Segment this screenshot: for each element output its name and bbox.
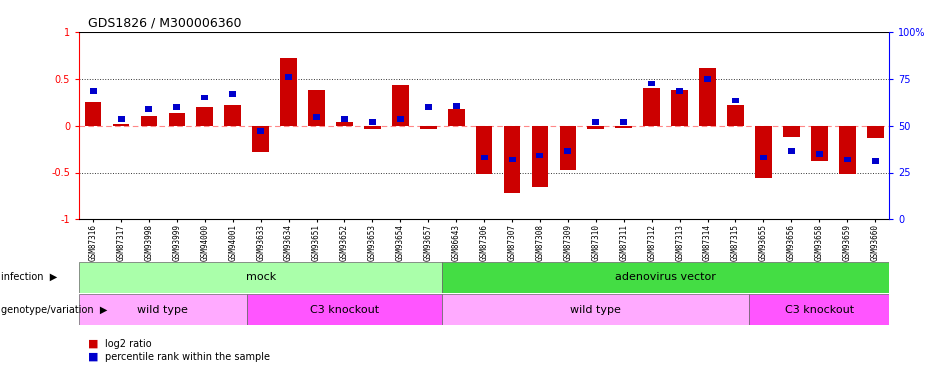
Bar [247, 294, 442, 325]
Bar [704, 76, 711, 82]
Bar [788, 148, 795, 154]
Text: wild type: wild type [571, 305, 621, 315]
Bar [79, 294, 247, 325]
Text: infection  ▶: infection ▶ [1, 272, 57, 282]
Bar [113, 124, 129, 126]
Bar [280, 58, 297, 126]
Bar [643, 88, 660, 126]
Bar [676, 88, 683, 94]
Bar [783, 126, 800, 137]
Bar [145, 106, 153, 112]
Bar [369, 119, 376, 124]
Bar [732, 98, 739, 103]
Bar [229, 91, 236, 97]
Bar [816, 151, 823, 157]
Text: percentile rank within the sample: percentile rank within the sample [105, 352, 270, 362]
Bar [452, 103, 460, 109]
Text: adenovirus vector: adenovirus vector [615, 272, 716, 282]
Text: ■: ■ [88, 339, 99, 349]
Bar [257, 128, 264, 134]
Bar [536, 153, 544, 158]
Bar [755, 126, 772, 178]
Bar [341, 116, 348, 122]
Bar [587, 126, 604, 129]
Text: wild type: wild type [138, 305, 188, 315]
Bar [560, 126, 576, 170]
Bar [169, 113, 185, 126]
Bar [867, 126, 884, 138]
Text: ■: ■ [88, 352, 99, 362]
Bar [85, 102, 101, 126]
Bar [620, 119, 627, 124]
Bar [224, 105, 241, 126]
Bar [392, 86, 409, 126]
Bar [313, 114, 320, 120]
Bar [504, 126, 520, 193]
Bar [141, 116, 157, 126]
Bar [615, 126, 632, 128]
Text: GDS1826 / M300006360: GDS1826 / M300006360 [88, 17, 242, 30]
Bar [671, 90, 688, 126]
Bar [285, 74, 292, 80]
Bar [843, 157, 851, 162]
Bar [871, 158, 879, 164]
Bar [201, 95, 209, 100]
Bar [442, 262, 889, 292]
Text: C3 knockout: C3 knockout [310, 305, 379, 315]
Bar [448, 109, 465, 126]
Text: mock: mock [246, 272, 276, 282]
Bar [420, 126, 437, 129]
Bar [564, 148, 572, 154]
Bar [79, 262, 442, 292]
Bar [648, 81, 655, 86]
Bar [508, 157, 516, 162]
Text: C3 knockout: C3 knockout [785, 305, 854, 315]
Bar [425, 104, 432, 110]
Bar [749, 294, 889, 325]
Bar [811, 126, 828, 161]
Bar [699, 68, 716, 126]
Bar [308, 90, 325, 126]
Bar [252, 126, 269, 152]
Bar [336, 122, 353, 126]
Bar [196, 107, 213, 126]
Bar [364, 126, 381, 129]
Bar [760, 154, 767, 160]
Bar [476, 126, 492, 174]
Bar [839, 126, 856, 174]
Text: genotype/variation  ▶: genotype/variation ▶ [1, 305, 107, 315]
Bar [442, 294, 749, 325]
Bar [173, 104, 181, 110]
Bar [480, 154, 488, 160]
Bar [532, 126, 548, 187]
Bar [727, 105, 744, 126]
Bar [397, 116, 404, 122]
Text: log2 ratio: log2 ratio [105, 339, 152, 349]
Bar [592, 119, 600, 124]
Bar [117, 116, 125, 122]
Bar [89, 88, 97, 94]
